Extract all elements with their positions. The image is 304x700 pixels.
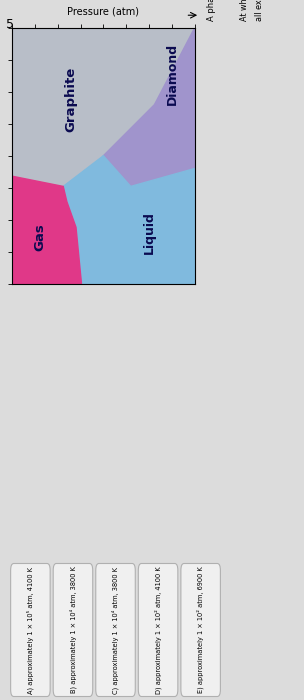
Text: Gas: Gas — [33, 223, 46, 251]
X-axis label: Pressure (atm): Pressure (atm) — [67, 7, 139, 17]
Text: 5: 5 — [6, 18, 14, 31]
Text: B) approximately 1 × 10⁴ atm, 3800 K: B) approximately 1 × 10⁴ atm, 3800 K — [69, 566, 77, 694]
Polygon shape — [12, 176, 81, 284]
Polygon shape — [63, 156, 195, 284]
Polygon shape — [103, 28, 195, 186]
Text: D) approximately 1 × 10² atm, 4100 K: D) approximately 1 × 10² atm, 4100 K — [154, 566, 162, 694]
Text: all exist in equilibrium?: all exist in equilibrium? — [255, 0, 264, 21]
Text: Liquid: Liquid — [143, 211, 155, 254]
FancyBboxPatch shape — [96, 564, 135, 696]
Text: C) approximately 1 × 10⁴ atm, 3800 K: C) approximately 1 × 10⁴ atm, 3800 K — [112, 566, 119, 694]
Polygon shape — [12, 28, 195, 186]
Text: A phase diagram for elemental carbon is shown below.: A phase diagram for elemental carbon is … — [207, 0, 216, 21]
FancyBboxPatch shape — [11, 564, 50, 696]
FancyBboxPatch shape — [138, 564, 178, 696]
Text: At what temperature and pressure would graphite, liquid carbon, and carbon gas: At what temperature and pressure would g… — [240, 0, 249, 21]
Text: A) approximately 1 × 10⁵ atm, 4100 K: A) approximately 1 × 10⁵ atm, 4100 K — [27, 566, 34, 694]
Text: Diamond: Diamond — [166, 43, 179, 105]
FancyBboxPatch shape — [181, 564, 220, 696]
FancyBboxPatch shape — [53, 564, 93, 696]
Text: Graphite: Graphite — [64, 67, 77, 132]
Text: E) approximately 1 × 10² atm, 6900 K: E) approximately 1 × 10² atm, 6900 K — [197, 566, 204, 694]
